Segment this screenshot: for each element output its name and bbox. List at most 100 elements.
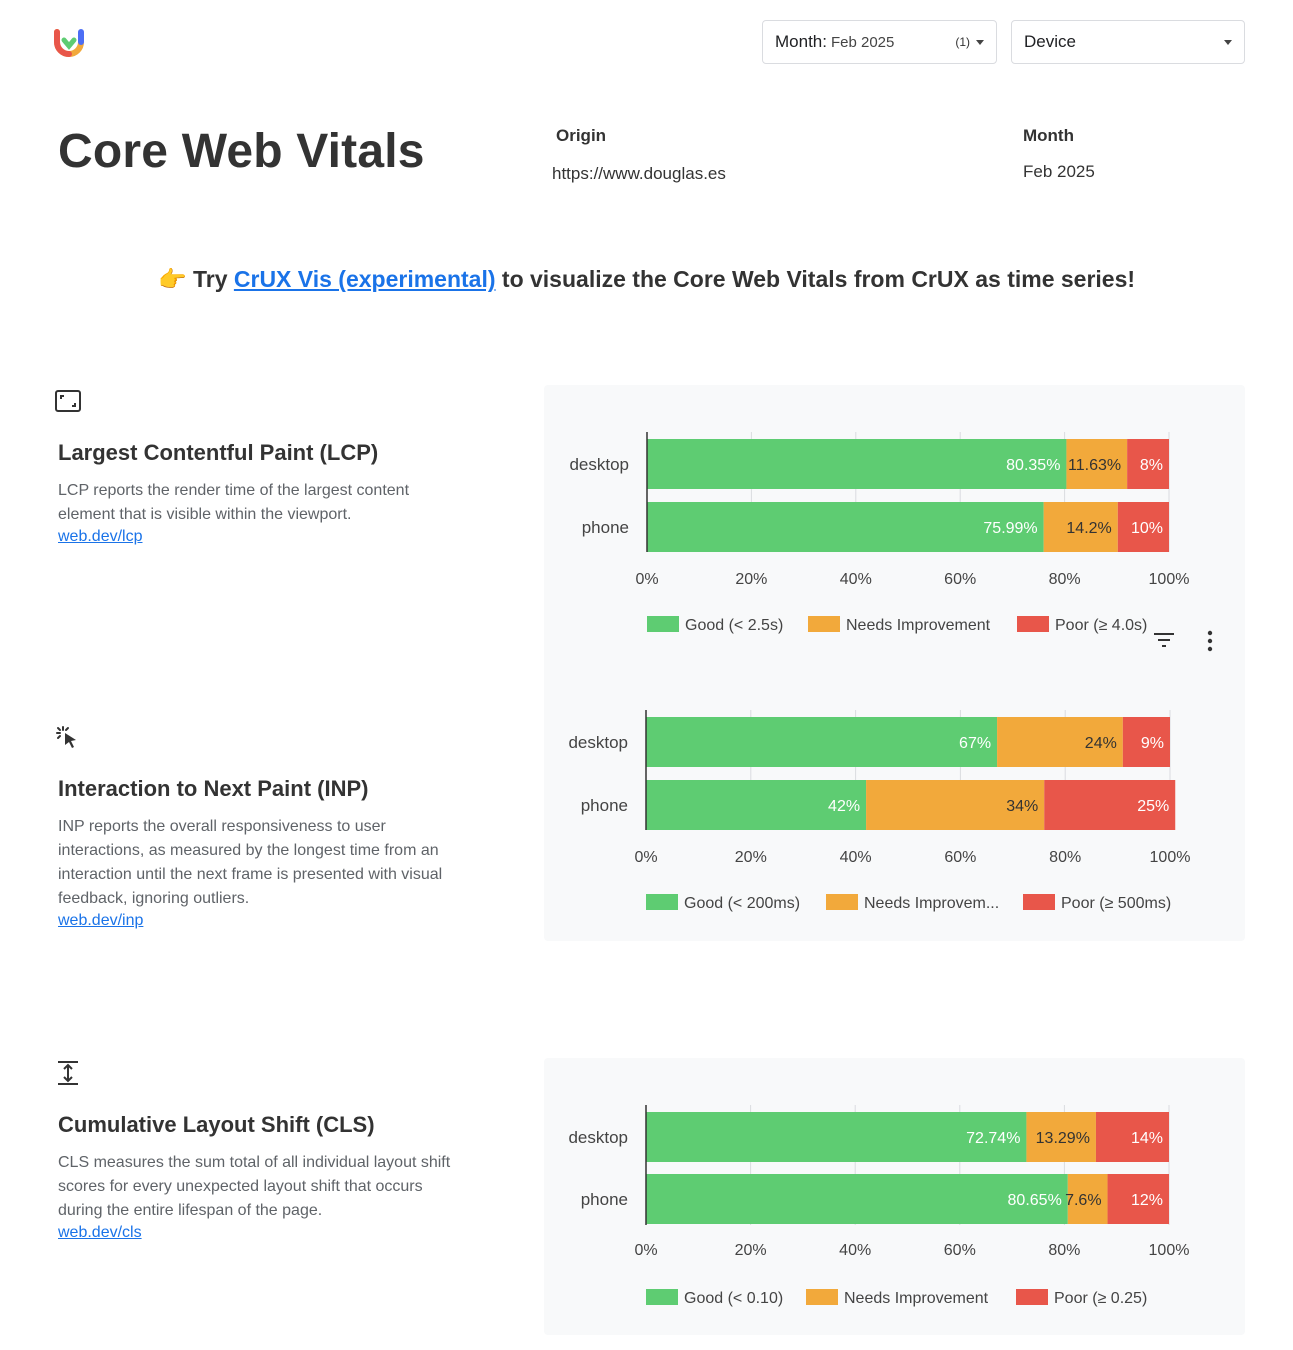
cls-bar-desktop-good[interactable] — [646, 1112, 1027, 1162]
inp-legend-swatch — [646, 894, 678, 910]
promo-banner: 👉 Try CrUX Vis (experimental) to visuali… — [0, 266, 1293, 293]
lcp-legend-swatch — [647, 616, 679, 632]
cls-vertical-shift-icon — [58, 1061, 78, 1085]
inp-category-label-phone: phone — [581, 796, 628, 815]
lcp-legend-label: Needs Improvement — [846, 617, 991, 634]
lcp-link[interactable]: web.dev/lcp — [58, 528, 143, 545]
inp-pointer-click-icon — [56, 726, 76, 748]
inp-data-label: 42% — [828, 798, 860, 815]
cls-description: CLS measures the sum total of all indivi… — [58, 1154, 451, 1219]
lcp-bar-desktop-needs-improvement[interactable] — [1066, 439, 1128, 489]
inp-bar-desktop-needs-improvement[interactable] — [997, 717, 1123, 767]
lcp-legend-label: Poor (≥ 4.0s) — [1055, 617, 1147, 634]
lcp-data-label: 8% — [1140, 457, 1163, 474]
cls-category-label-desktop: desktop — [568, 1128, 628, 1147]
inp-bar-desktop-good[interactable] — [646, 717, 998, 767]
cls-x-tick-label: 40% — [839, 1242, 871, 1259]
inp-bar-phone-good[interactable] — [646, 780, 867, 830]
more-options-icon[interactable] — [1203, 630, 1217, 652]
cls-data-label: 14% — [1131, 1130, 1163, 1147]
inp-category-label-desktop: desktop — [568, 733, 628, 752]
inp-data-label: 9% — [1141, 735, 1164, 752]
inp-bar-desktop-poor[interactable] — [1122, 717, 1170, 767]
lcp-legend-label: Good (< 2.5s) — [685, 617, 783, 634]
cls-x-tick-label: 0% — [634, 1242, 657, 1259]
lcp-bar-desktop-poor[interactable] — [1127, 439, 1169, 489]
lcp-category-label-desktop: desktop — [569, 455, 629, 474]
cls-x-tick-label: 80% — [1048, 1242, 1080, 1259]
lcp-bar-desktop-good[interactable] — [647, 439, 1067, 489]
inp-data-label: 67% — [959, 735, 991, 752]
cls-bar-phone-needs-improvement[interactable] — [1067, 1174, 1108, 1224]
lcp-legend-swatch — [1017, 616, 1049, 632]
inp-legend-label: Poor (≥ 500ms) — [1061, 895, 1171, 912]
cls-data-label: 72.74% — [966, 1130, 1020, 1147]
caret-down-icon — [1224, 39, 1232, 45]
device-dropdown-label: Device — [1024, 32, 1076, 51]
lcp-x-tick-label: 100% — [1149, 571, 1190, 588]
cls-title: Cumulative Layout Shift (CLS) — [58, 1112, 375, 1137]
inp-x-tick-label: 20% — [735, 849, 767, 866]
inp-x-tick-label: 40% — [840, 849, 872, 866]
cls-legend-label: Needs Improvement — [844, 1290, 989, 1307]
cls-data-label: 13.29% — [1036, 1130, 1090, 1147]
month-label: Month — [1023, 126, 1074, 145]
page-title: Core Web Vitals — [58, 125, 425, 178]
lcp-data-label: 10% — [1131, 520, 1163, 537]
inp-x-tick-label: 80% — [1049, 849, 1081, 866]
inp-bar-phone-needs-improvement[interactable] — [866, 780, 1045, 830]
month-dropdown-label: Month: — [775, 32, 827, 51]
inp-data-label: 24% — [1085, 735, 1117, 752]
cls-legend-swatch — [1016, 1289, 1048, 1305]
filter-icon[interactable] — [1152, 631, 1176, 649]
lcp-data-label: 14.2% — [1066, 520, 1111, 537]
inp-description: INP reports the overall responsiveness t… — [58, 818, 443, 907]
lcp-category-label-phone: phone — [582, 518, 629, 537]
origin-value: https://www.douglas.es — [552, 164, 726, 183]
lcp-bar-phone-poor[interactable] — [1117, 502, 1169, 552]
cls-bar-desktop-needs-improvement[interactable] — [1026, 1112, 1096, 1162]
promo-suffix: to visualize the Core Web Vitals from Cr… — [501, 266, 1136, 292]
lcp-description: LCP reports the render time of the large… — [58, 482, 410, 523]
device-dropdown[interactable]: Device — [1011, 20, 1245, 64]
caret-down-icon — [976, 39, 984, 45]
cls-bar-phone-poor[interactable] — [1107, 1174, 1169, 1224]
cls-data-label: 12% — [1131, 1192, 1163, 1209]
lcp-bar-phone-good[interactable] — [647, 502, 1044, 552]
inp-x-tick-label: 100% — [1150, 849, 1191, 866]
inp-bar-phone-poor[interactable] — [1044, 780, 1176, 830]
cls-legend-label: Good (< 0.10) — [684, 1290, 783, 1307]
lcp-x-tick-label: 40% — [840, 571, 872, 588]
inp-link[interactable]: web.dev/inp — [58, 912, 144, 929]
lcp-bar-phone-needs-improvement[interactable] — [1043, 502, 1118, 552]
crux-vis-link[interactable]: CrUX Vis (experimental) — [233, 266, 496, 292]
origin-label: Origin — [556, 126, 607, 145]
promo-prefix: Try — [192, 266, 228, 292]
inp-x-tick-label: 0% — [634, 849, 657, 866]
cls-legend-swatch — [646, 1289, 678, 1305]
cls-category-label-phone: phone — [581, 1190, 628, 1209]
lcp-data-label: 80.35% — [1006, 457, 1060, 474]
inp-x-tick-label: 60% — [944, 849, 976, 866]
cls-legend-label: Poor (≥ 0.25) — [1054, 1290, 1147, 1307]
lcp-data-label: 11.63% — [1068, 457, 1121, 474]
lcp-title: Largest Contentful Paint (LCP) — [58, 440, 379, 465]
cls-data-label: 80.65% — [1008, 1192, 1062, 1209]
cls-data-label: 7.6% — [1065, 1192, 1101, 1209]
cls-x-tick-label: 100% — [1149, 1242, 1190, 1259]
cls-link[interactable]: web.dev/cls — [58, 1224, 142, 1241]
lcp-x-tick-label: 0% — [635, 571, 658, 588]
month-dropdown[interactable]: Month: Feb 2025 (1) — [762, 20, 997, 64]
lcp-frame-icon — [55, 390, 81, 412]
cls-bar-desktop-poor[interactable] — [1095, 1112, 1169, 1162]
lcp-x-tick-label: 80% — [1049, 571, 1081, 588]
cls-bar-phone-good[interactable] — [646, 1174, 1068, 1224]
cls-x-tick-label: 20% — [735, 1242, 767, 1259]
cls-x-tick-label: 60% — [944, 1242, 976, 1259]
cls-legend-swatch — [806, 1289, 838, 1305]
inp-title: Interaction to Next Paint (INP) — [58, 776, 369, 801]
month-dropdown-value: Feb 2025 — [830, 33, 895, 51]
month-value: Feb 2025 — [1023, 162, 1095, 181]
lcp-x-tick-label: 20% — [735, 571, 767, 588]
